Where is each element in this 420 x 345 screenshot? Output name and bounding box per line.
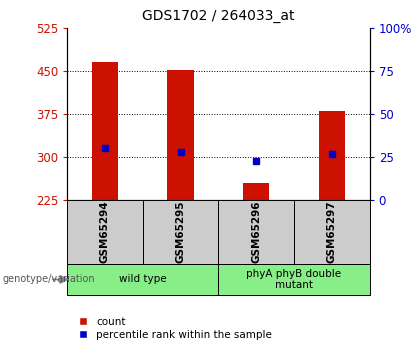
Text: GSM65297: GSM65297 [327, 201, 337, 263]
Bar [218, 200, 294, 264]
Text: genotype/variation: genotype/variation [2, 275, 95, 284]
Text: GDS1702 / 264033_at: GDS1702 / 264033_at [142, 9, 295, 23]
Text: wild type: wild type [119, 275, 167, 284]
Bar [143, 200, 218, 264]
Text: GSM65294: GSM65294 [100, 201, 110, 263]
Text: GSM65295: GSM65295 [176, 201, 186, 263]
Legend: count, percentile rank within the sample: count, percentile rank within the sample [72, 317, 272, 340]
Bar [67, 264, 218, 295]
Bar [218, 264, 370, 295]
Bar [243, 183, 270, 200]
Bar [319, 111, 345, 200]
Bar [67, 200, 143, 264]
Bar [92, 62, 118, 200]
Bar [294, 200, 370, 264]
Text: phyA phyB double
mutant: phyA phyB double mutant [247, 269, 341, 290]
Bar [168, 70, 194, 200]
Text: GSM65296: GSM65296 [251, 201, 261, 263]
